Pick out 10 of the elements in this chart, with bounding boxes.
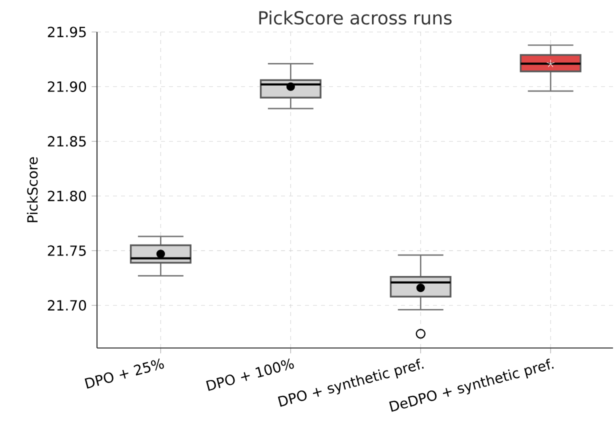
x-tick-label: DPO + 25% xyxy=(84,358,164,389)
y-tick-label: 21.90 xyxy=(48,81,86,92)
y-tick-label: 21.75 xyxy=(48,245,86,256)
chart-title: PickScore across runs xyxy=(259,10,452,25)
y-axis-title: PickScore xyxy=(26,157,38,222)
y-tick-label: 21.95 xyxy=(48,26,86,38)
y-tick-label: 21.85 xyxy=(48,136,86,147)
y-tick-label: 21.70 xyxy=(48,300,86,311)
y-tick-label: 21.80 xyxy=(48,190,86,202)
x-tick-label: DPO + 100% xyxy=(206,358,294,391)
